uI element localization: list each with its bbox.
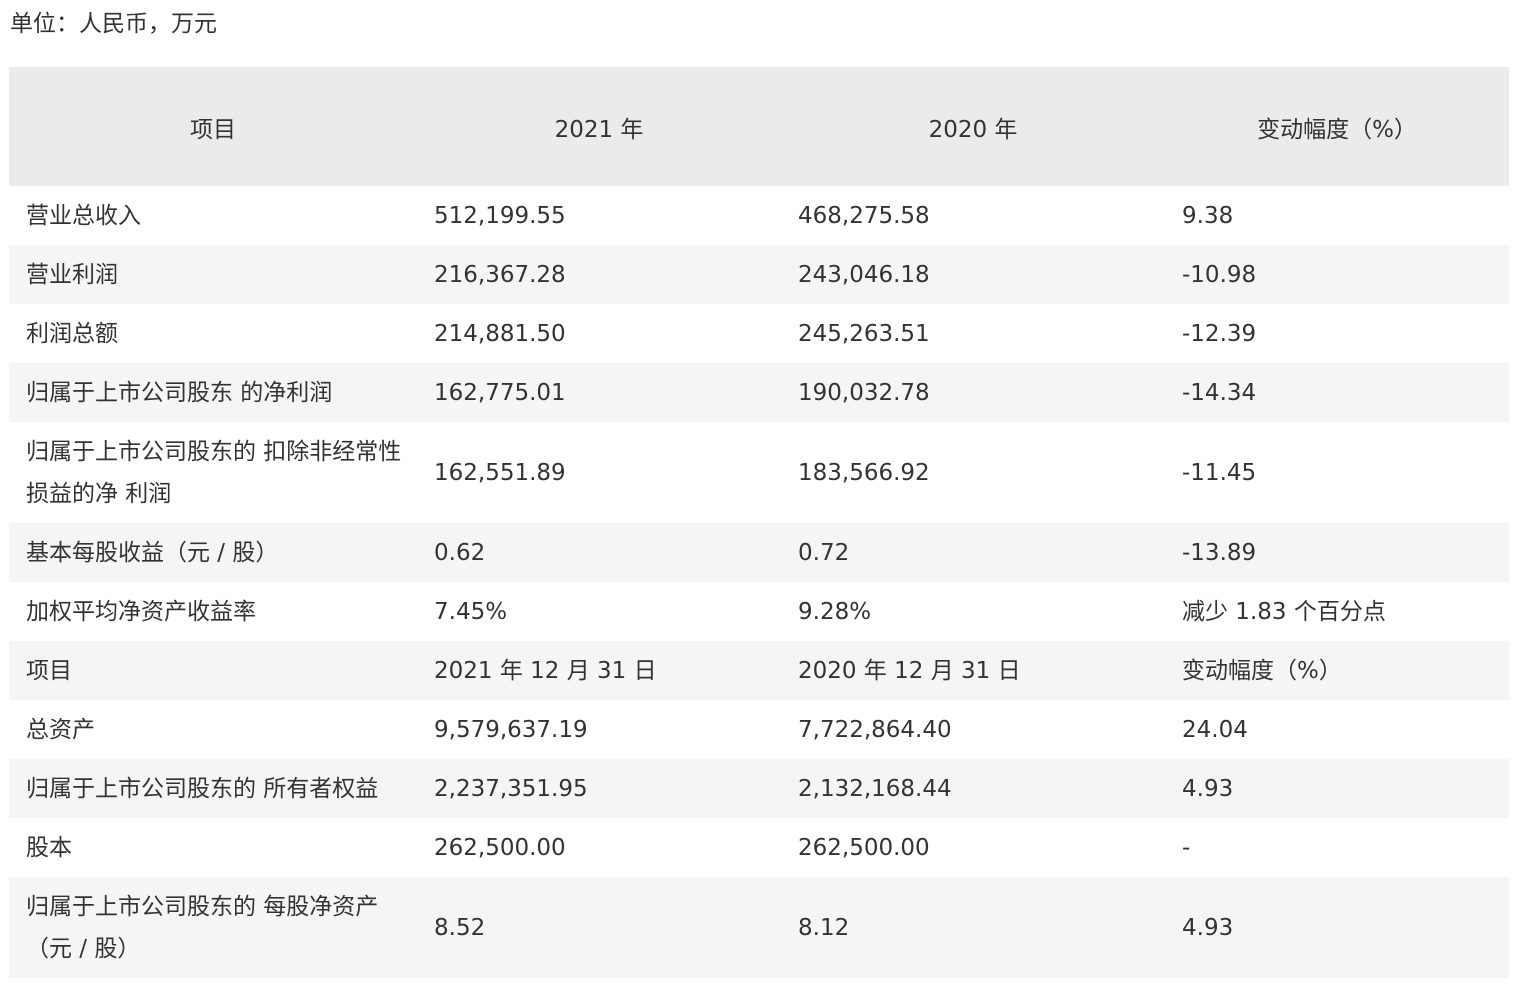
- value-2021: 214,881.50: [417, 304, 781, 363]
- value-change: 减少 1.83 个百分点: [1165, 582, 1509, 641]
- value-2021: 2021 年 12 月 31 日: [417, 641, 781, 700]
- row-label: 基本每股收益（元 / 股）: [9, 523, 417, 582]
- value-2021: 2,237,351.95: [417, 759, 781, 818]
- header-row: 项目 2021 年 2020 年 变动幅度（%）: [9, 67, 1509, 186]
- row-label: 归属于上市公司股东的 每股净资产（元 / 股）: [9, 877, 417, 978]
- table-row: 项目 2021 年 12 月 31 日 2020 年 12 月 31 日 变动幅…: [9, 641, 1509, 700]
- table-row: 营业总收入 512,199.55 468,275.58 9.38: [9, 186, 1509, 245]
- value-change: -14.34: [1165, 363, 1509, 422]
- value-2020: 243,046.18: [781, 245, 1165, 304]
- row-label: 利润总额: [9, 304, 417, 363]
- row-label: 股本: [9, 818, 417, 877]
- value-2020: 9.28%: [781, 582, 1165, 641]
- value-2020: 245,263.51: [781, 304, 1165, 363]
- value-2021: 7.45%: [417, 582, 781, 641]
- table-row: 归属于上市公司股东的 每股净资产（元 / 股） 8.52 8.12 4.93: [9, 877, 1509, 978]
- header-item: 项目: [9, 67, 417, 186]
- value-2021: 8.52: [417, 877, 781, 978]
- value-2020: 7,722,864.40: [781, 700, 1165, 759]
- row-label: 总资产: [9, 700, 417, 759]
- value-2021: 512,199.55: [417, 186, 781, 245]
- value-change: 9.38: [1165, 186, 1509, 245]
- table-row: 总资产 9,579,637.19 7,722,864.40 24.04: [9, 700, 1509, 759]
- table-row: 归属于上市公司股东 的净利润 162,775.01 190,032.78 -14…: [9, 363, 1509, 422]
- row-label: 加权平均净资产收益率: [9, 582, 417, 641]
- table-row: 股本 262,500.00 262,500.00 -: [9, 818, 1509, 877]
- row-label: 归属于上市公司股东 的净利润: [9, 363, 417, 422]
- table-row: 归属于上市公司股东的 扣除非经常性损益的净 利润 162,551.89 183,…: [9, 422, 1509, 523]
- value-2020: 0.72: [781, 523, 1165, 582]
- value-change: 变动幅度（%）: [1165, 641, 1509, 700]
- value-2021: 9,579,637.19: [417, 700, 781, 759]
- value-2020: 2,132,168.44: [781, 759, 1165, 818]
- row-label: 营业总收入: [9, 186, 417, 245]
- table-row: 加权平均净资产收益率 7.45% 9.28% 减少 1.83 个百分点: [9, 582, 1509, 641]
- row-label: 归属于上市公司股东的 扣除非经常性损益的净 利润: [9, 422, 417, 523]
- table-header: 项目 2021 年 2020 年 变动幅度（%）: [9, 67, 1509, 186]
- value-2020: 2020 年 12 月 31 日: [781, 641, 1165, 700]
- table-row: 利润总额 214,881.50 245,263.51 -12.39: [9, 304, 1509, 363]
- value-change: -12.39: [1165, 304, 1509, 363]
- value-2020: 8.12: [781, 877, 1165, 978]
- unit-label: 单位：人民币，万元: [10, 11, 217, 37]
- table-body: 营业总收入 512,199.55 468,275.58 9.38 营业利润 21…: [9, 186, 1509, 978]
- value-2021: 262,500.00: [417, 818, 781, 877]
- header-2021: 2021 年: [417, 67, 781, 186]
- value-2021: 216,367.28: [417, 245, 781, 304]
- value-change: -13.89: [1165, 523, 1509, 582]
- value-change: 4.93: [1165, 877, 1509, 978]
- value-change: 4.93: [1165, 759, 1509, 818]
- value-change: -: [1165, 818, 1509, 877]
- value-2020: 468,275.58: [781, 186, 1165, 245]
- row-label: 项目: [9, 641, 417, 700]
- value-2021: 0.62: [417, 523, 781, 582]
- value-2020: 183,566.92: [781, 422, 1165, 523]
- table-row: 营业利润 216,367.28 243,046.18 -10.98: [9, 245, 1509, 304]
- financial-summary-table: 项目 2021 年 2020 年 变动幅度（%） 营业总收入 512,199.5…: [9, 67, 1509, 978]
- value-2021: 162,551.89: [417, 422, 781, 523]
- table-row: 基本每股收益（元 / 股） 0.62 0.72 -13.89: [9, 523, 1509, 582]
- table-row: 归属于上市公司股东的 所有者权益 2,237,351.95 2,132,168.…: [9, 759, 1509, 818]
- value-2020: 190,032.78: [781, 363, 1165, 422]
- value-2021: 162,775.01: [417, 363, 781, 422]
- row-label: 归属于上市公司股东的 所有者权益: [9, 759, 417, 818]
- row-label: 营业利润: [9, 245, 417, 304]
- value-change: 24.04: [1165, 700, 1509, 759]
- value-change: -10.98: [1165, 245, 1509, 304]
- value-change: -11.45: [1165, 422, 1509, 523]
- header-change: 变动幅度（%）: [1165, 67, 1509, 186]
- header-2020: 2020 年: [781, 67, 1165, 186]
- value-2020: 262,500.00: [781, 818, 1165, 877]
